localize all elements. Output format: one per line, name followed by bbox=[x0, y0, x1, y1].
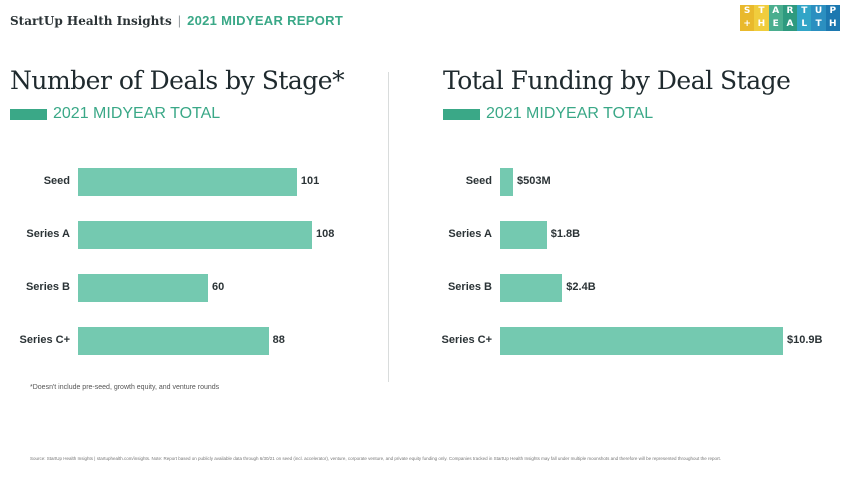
category-label: Series B bbox=[447, 281, 492, 293]
bar bbox=[78, 327, 269, 355]
category-label: Series B bbox=[25, 281, 70, 293]
value-label: $503M bbox=[517, 175, 551, 187]
chart-legend: 2021 MIDYEAR TOTAL bbox=[10, 105, 220, 123]
category-label: Series A bbox=[26, 228, 70, 240]
category-label: Series C+ bbox=[19, 334, 70, 346]
source-note: Source: StartUp Health Insights | startu… bbox=[30, 456, 721, 461]
chart-title: Number of Deals by Stage* bbox=[10, 66, 345, 95]
legend-label: 2021 MIDYEAR TOTAL bbox=[486, 105, 654, 122]
report-title: 2021 MIDYEAR REPORT bbox=[187, 13, 344, 28]
logo-letter: R bbox=[782, 5, 798, 18]
panel-divider bbox=[388, 72, 389, 382]
bar bbox=[500, 168, 514, 196]
value-label: 88 bbox=[272, 334, 285, 346]
value-label: 101 bbox=[300, 175, 320, 187]
logo-letter: P bbox=[825, 5, 840, 18]
bar bbox=[500, 274, 563, 302]
bar bbox=[78, 221, 312, 249]
bar bbox=[78, 274, 208, 302]
logo-letter: H bbox=[825, 18, 840, 31]
logo-letter: T bbox=[797, 5, 812, 18]
value-label: 60 bbox=[212, 281, 225, 293]
chart-legend: 2021 MIDYEAR TOTAL bbox=[443, 105, 653, 123]
logo-letter: T bbox=[754, 5, 769, 18]
report-header: StartUp Health Insights | 2021 MIDYEAR REP… bbox=[10, 13, 343, 28]
logo-letter: T bbox=[811, 18, 826, 31]
category-label: Seed bbox=[465, 175, 492, 187]
logo-letter: + bbox=[740, 18, 755, 31]
value-label: $2.4B bbox=[566, 281, 596, 293]
bar bbox=[500, 327, 783, 355]
brand-name: StartUp Health Insights bbox=[10, 14, 172, 28]
value-label: 108 bbox=[316, 228, 335, 240]
value-label: $10.9B bbox=[787, 334, 823, 346]
logo-letter: A bbox=[782, 18, 798, 31]
category-label: Series A bbox=[448, 228, 492, 240]
legend-swatch bbox=[443, 108, 480, 120]
logo-letter: A bbox=[768, 5, 783, 18]
legend-label: 2021 MIDYEAR TOTAL bbox=[53, 105, 221, 122]
bar bbox=[78, 168, 297, 196]
bar bbox=[500, 221, 547, 249]
legend-swatch bbox=[10, 108, 47, 120]
logo-letter: L bbox=[797, 18, 812, 31]
logo-row-health: + H E A L T H bbox=[740, 18, 840, 31]
value-label: $1.8B bbox=[550, 228, 581, 240]
chart-title: Total Funding by Deal Stage bbox=[443, 66, 791, 95]
logo-letter: U bbox=[811, 5, 826, 18]
footnote: *Doesn't include pre-seed, growth equity… bbox=[30, 384, 220, 391]
logo-letter: E bbox=[768, 18, 783, 31]
logo-letter: S bbox=[740, 5, 755, 18]
category-label: Seed bbox=[43, 175, 70, 187]
category-label: Series C+ bbox=[441, 334, 492, 346]
header-separator: | bbox=[177, 13, 182, 28]
logo-letter: H bbox=[754, 18, 769, 31]
